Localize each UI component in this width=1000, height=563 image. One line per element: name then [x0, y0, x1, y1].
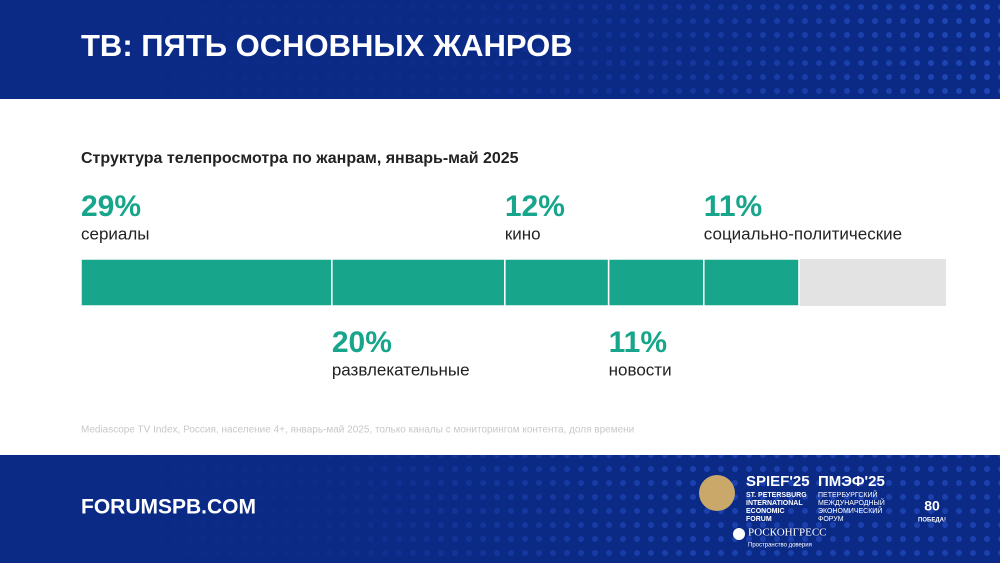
bar-segment — [703, 258, 800, 307]
spief-line: ECONOMIC — [746, 508, 785, 515]
category-label: кино — [505, 224, 541, 243]
roscongress-tagline: Пространство доверия — [748, 543, 812, 549]
victory-text: ПОБЕДА! — [918, 518, 946, 524]
bar-segment — [80, 258, 333, 307]
pmef-name: ПМЭФ'25 — [818, 473, 885, 490]
spief-emblem — [699, 475, 735, 511]
spief-line: INTERNATIONAL — [746, 500, 803, 507]
header-fade — [0, 0, 1000, 99]
value-label: 11% — [704, 190, 762, 223]
pmef-line: ПЕТЕРБУРГСКИЙ — [818, 490, 878, 499]
footer-fade — [0, 455, 700, 563]
value-label: 29% — [81, 190, 141, 223]
bar-segment — [331, 258, 506, 307]
spief-name: SPIEF'25 — [746, 473, 810, 490]
pmef-line: ФОРУМ — [818, 516, 844, 523]
source-note: Mediascope TV Index, Россия, население 4… — [81, 425, 634, 436]
roscongress-name: РОСКОНГРЕСС — [748, 527, 827, 539]
bar-segment — [504, 258, 610, 307]
pmef-line: ЭКОНОМИЧЕСКИЙ — [818, 506, 882, 515]
footer-url[interactable]: FORUMSPB.COM — [81, 496, 256, 519]
value-label: 12% — [505, 190, 565, 223]
chart-subtitle: Структура телепросмотра по жанрам, январ… — [81, 150, 519, 167]
bar-segment — [607, 258, 705, 307]
victory-number: 80 — [924, 498, 940, 514]
roscongress-emblem — [733, 528, 745, 540]
category-label: развлекательные — [332, 360, 470, 379]
value-label: 20% — [332, 326, 392, 359]
category-label: новости — [609, 360, 672, 379]
value-label: 11% — [609, 326, 667, 359]
category-label: сериалы — [81, 224, 150, 243]
slide-title: ТВ: ПЯТЬ ОСНОВНЫХ ЖАНРОВ — [81, 28, 573, 63]
pmef-line: МЕЖДУНАРОДНЫЙ — [818, 498, 885, 507]
spief-line: ST. PETERSBURG — [746, 492, 807, 499]
category-label: социально-политические — [704, 224, 902, 243]
spief-line: FORUM — [746, 516, 772, 523]
